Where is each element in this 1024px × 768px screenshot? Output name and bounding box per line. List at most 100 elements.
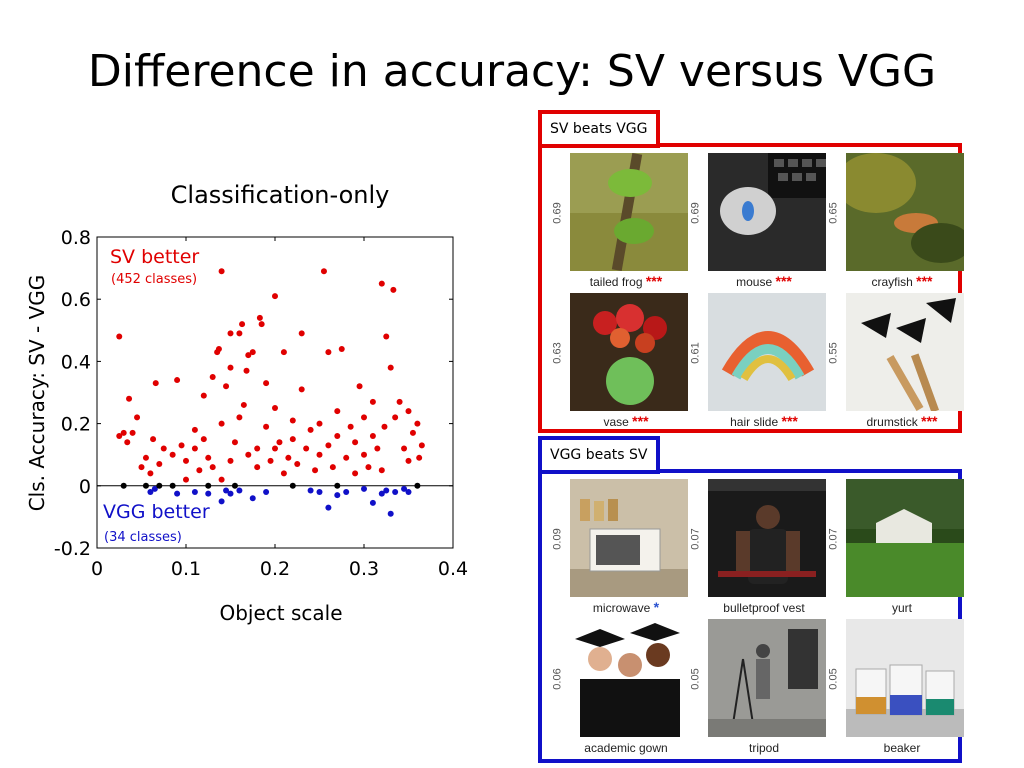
y-tick-label: -0.2 [54,538,91,560]
data-point [325,504,332,511]
data-point [414,420,421,427]
tile-mouse: 0.69 mouse *** [684,153,826,289]
data-point [174,490,181,497]
score-label: 0.05 [689,668,702,690]
data-point [124,439,131,446]
data-point [361,414,367,421]
data-point [325,349,332,356]
beaker-image [846,619,964,737]
data-point [236,414,243,421]
caption-label: hair slide [730,415,779,429]
scatter-chart: Classification-only Cls. Accuracy: SV - … [25,181,468,625]
data-point [378,490,385,497]
caption-label: tailed frog [589,275,643,289]
data-point [387,364,394,371]
data-point [414,482,421,489]
data-point [129,429,136,436]
caption-label: microwave [592,601,651,615]
significance-stars: *** [645,273,663,289]
data-point [191,426,198,433]
y-tick-label: 0.8 [61,227,91,249]
tile-tripod: 0.05 tripod [684,619,826,755]
tailed-frog-image [570,153,688,271]
data-point [116,333,123,340]
data-point [218,476,225,483]
data-point [378,280,385,287]
data-point [361,451,367,458]
data-point [307,426,314,433]
data-point [369,433,376,440]
annotation-vgg-better: VGG better [103,501,210,523]
data-point [416,454,423,461]
data-point [227,457,234,464]
data-point [316,451,323,458]
data-point [347,423,354,430]
score-label: 0.07 [827,528,840,550]
slide-title: Difference in accuracy: SV versus VGG [87,46,937,97]
data-point [236,330,243,337]
tile-academic-gown: 0.06 academic gown [546,619,688,755]
data-point [338,345,345,352]
score-label: 0.65 [827,202,840,224]
caption-label: academic gown [584,741,668,755]
y-tick-label: 0.4 [61,351,91,373]
score-label: 0.61 [689,342,702,364]
data-point [236,487,243,494]
data-point [227,330,234,337]
data-point [396,398,403,405]
data-point [258,321,265,328]
significance-stars: *** [916,273,933,289]
data-point [381,423,388,430]
data-point [116,433,123,440]
data-point [409,429,416,436]
caption-label: beaker [883,741,921,755]
data-point [218,420,225,427]
data-point [156,461,163,468]
data-point [272,445,278,452]
data-point [316,489,323,496]
annotation-vgg-count: (34 classes) [104,530,182,545]
data-point [134,414,141,421]
score-label: 0.05 [827,668,840,690]
drumstick-image [846,293,964,411]
annotation-sv-count: (452 classes) [111,272,197,287]
data-point [160,445,167,452]
score-label: 0.63 [551,342,564,364]
x-tick-label: 0 [91,558,103,580]
vgg-beats-sv-panel: 0.09 microwave * 0.07 bulletproof vest [538,469,964,763]
data-point [263,489,270,496]
data-point [240,401,247,408]
data-point [205,454,212,461]
data-point [352,439,359,446]
hair-slide-image [708,293,826,411]
mouse-image [708,153,826,271]
x-tick-label: 0.4 [438,558,468,580]
data-point [307,487,314,494]
data-point [223,487,230,494]
data-point [231,482,238,489]
data-point [218,498,225,505]
y-axis-label: Cls. Accuracy: SV - VGG [25,275,49,512]
data-point [390,286,397,293]
data-point [243,367,250,374]
significance-stars: * [653,599,660,615]
data-point [329,464,336,471]
vase-image [570,293,688,411]
data-point [280,349,287,356]
data-point [120,482,127,489]
data-point [289,436,296,443]
data-point [254,464,261,471]
data-point [334,482,341,489]
tile-beaker: 0.05 beaker [822,619,964,755]
data-point [343,489,350,496]
significance-stars: *** [775,273,792,289]
data-point [303,445,310,452]
data-point [405,408,412,415]
data-point [325,442,332,449]
axis-ticks: 0 0.1 0.2 0.3 0.4-0.200.20.40.60.8 [54,227,468,580]
data-point [263,423,270,430]
data-point [272,293,278,300]
significance-stars: *** [781,413,798,429]
data-point [392,489,399,496]
data-point [183,457,189,464]
